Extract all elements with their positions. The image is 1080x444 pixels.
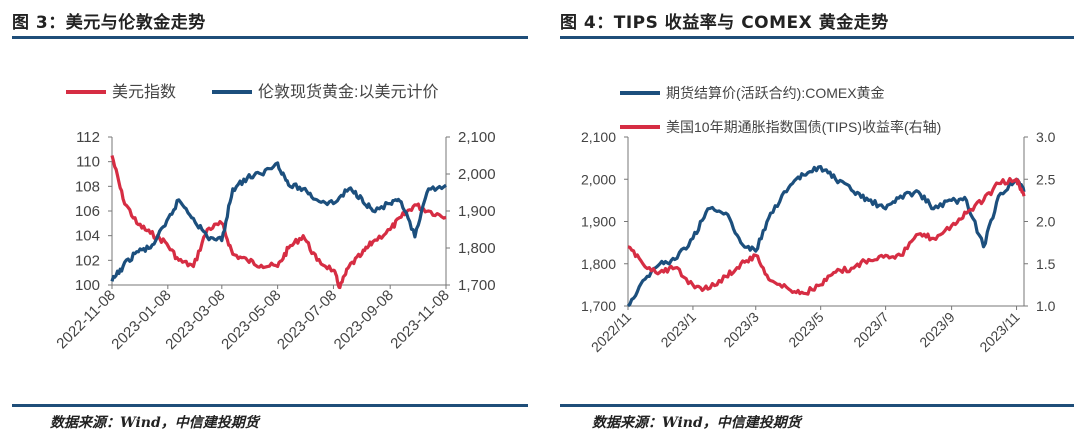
y-tick-label-left: 104: [75, 228, 100, 245]
y-tick-label-left: 1,900: [581, 214, 616, 230]
y-tick-label-right: 1,800: [458, 240, 496, 257]
legend-label: 期货结算价(活跃合约):COMEX黄金: [666, 85, 885, 101]
x-tick-label: 2023/9: [916, 309, 958, 351]
x-tick-label: 2023/3: [720, 309, 762, 351]
x-tick-label: 2023/1: [657, 309, 699, 351]
y-tick-label-right: 2,100: [458, 129, 496, 146]
y-tick-label-right: 1,700: [458, 277, 496, 294]
title-rule-right: [560, 36, 1074, 39]
x-tick-label: 2022/11: [588, 309, 635, 356]
y-tick-label-left: 102: [75, 252, 100, 269]
y-tick-label-left: 112: [76, 129, 100, 146]
y-tick-label-right: 2.0: [1036, 214, 1056, 230]
title-rule-left: [12, 36, 528, 39]
series-line-2: [627, 177, 1026, 296]
panel-title-right: 图 4：TIPS 收益率与 COMEX 黄金走势: [560, 13, 889, 33]
y-tick-label-left: 1,800: [581, 256, 616, 272]
bottom-rule-right: [560, 404, 1074, 407]
y-tick-label-left: 110: [76, 154, 100, 171]
source-note-right: 数据来源：Wind，中信建投期货: [592, 415, 801, 431]
bottom-rule-left: [12, 404, 528, 407]
x-tick-label: 2023-09-08: [331, 287, 397, 353]
legend-label: 伦敦现货黄金:以美元计价: [258, 83, 438, 101]
x-tick-label: 2023/5: [785, 309, 827, 351]
y-tick-label-left: 106: [75, 203, 100, 220]
panel-title-left: 图 3：美元与伦敦金走势: [12, 13, 206, 33]
y-tick-label-left: 100: [75, 277, 100, 294]
series-line-1: [626, 165, 1026, 308]
y-tick-label-right: 1.5: [1036, 256, 1056, 272]
y-tick-label-left: 108: [75, 178, 100, 195]
y-tick-label-left: 2,000: [581, 171, 616, 187]
y-tick-label-right: 2,000: [458, 166, 496, 183]
y-tick-label-right: 2.5: [1036, 171, 1056, 187]
y-tick-label-left: 2,100: [581, 129, 616, 145]
x-tick-label: 2023/7: [850, 309, 892, 351]
y-tick-label-right: 1.0: [1036, 298, 1056, 314]
source-note-left: 数据来源：Wind，中信建投期货: [50, 415, 259, 431]
y-tick-label-right: 3.0: [1036, 129, 1056, 145]
x-tick-label: 2023-11-08: [387, 287, 452, 352]
y-tick-label-right: 1,900: [458, 203, 496, 220]
legend-label: 美元指数: [112, 83, 176, 101]
x-tick-label: 2023-07-08: [274, 287, 340, 353]
x-tick-label: 2023/11: [976, 309, 1023, 356]
series-line-1: [110, 155, 447, 290]
y-tick-label-left: 1,700: [581, 298, 616, 314]
x-tick-label: 2023-05-08: [218, 287, 284, 353]
series-line-2: [110, 161, 447, 282]
legend-label: 美国10年期通胀指数国债(TIPS)收益率(右轴): [666, 119, 941, 135]
